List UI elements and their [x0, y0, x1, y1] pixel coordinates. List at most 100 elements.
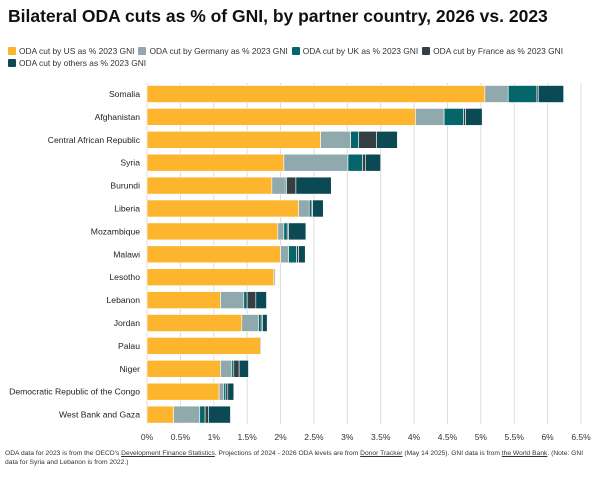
bar-segment: [260, 337, 262, 355]
category-label: Lebanon: [107, 295, 141, 305]
footnote-text: ODA data for 2023 is from the OECD's: [5, 450, 122, 457]
x-tick-label: 1.5%: [237, 432, 257, 442]
bar-segment: [262, 314, 268, 332]
bar-segment: [277, 222, 285, 241]
bar-segment: [274, 268, 277, 287]
bar-segment: [146, 337, 261, 355]
bar-segment: [507, 85, 538, 103]
legend-swatch: [8, 47, 16, 55]
legend-item: ODA cut by Germany as % 2023 GNI: [138, 45, 288, 57]
bar-segment: [308, 199, 313, 218]
bar-segment: [146, 291, 221, 309]
footnote-text: (May 14 2025). GNI data is from: [402, 450, 502, 457]
legend-swatch: [291, 47, 300, 55]
bar-segment: [362, 153, 366, 172]
bar-segment: [233, 359, 240, 378]
bar-segment: [283, 222, 288, 241]
bar-segment: [223, 382, 227, 401]
bar-segment: [312, 199, 324, 218]
x-tick-label: 3.5%: [371, 432, 391, 442]
bar-segment: [537, 85, 564, 103]
bar-segment: [227, 382, 235, 401]
x-tick-label: 2%: [274, 432, 287, 442]
bar-segment: [271, 176, 286, 195]
bar-segment: [443, 108, 464, 126]
bar-segment: [415, 108, 445, 126]
bar-segment: [146, 382, 220, 401]
bar-segment: [258, 314, 262, 332]
x-tick-label: 4%: [408, 432, 421, 442]
bar-segment: [146, 359, 221, 378]
x-tick-label: 6%: [541, 432, 554, 442]
category-label: Syria: [120, 158, 140, 168]
bar-segment: [241, 314, 259, 332]
bar-segment: [146, 153, 285, 172]
bar-segment: [220, 359, 233, 378]
bar-segment: [146, 245, 281, 264]
bar-segment: [255, 291, 267, 309]
category-label: Burundi: [110, 181, 140, 191]
bar-segment: [350, 131, 359, 149]
bar-segment: [146, 222, 279, 241]
category-label: Somalia: [109, 89, 140, 99]
bar-segment: [146, 108, 416, 126]
bar-segment: [218, 382, 225, 401]
bar-segment: [463, 108, 466, 126]
x-tick-label: 2.5%: [304, 432, 324, 442]
world-bank-link[interactable]: the World Bank: [501, 450, 548, 457]
bar-segment: [220, 291, 245, 309]
chart-title: Bilateral ODA cuts as % of GNI, by partn…: [8, 6, 548, 26]
bar-segment: [298, 245, 306, 264]
legend-item: ODA cut by France as % 2023 GNI: [422, 45, 563, 57]
bar-segment: [465, 108, 483, 126]
legend-swatch: [422, 47, 431, 55]
category-label: West Bank and Gaza: [59, 410, 140, 420]
bar-segment: [484, 85, 509, 103]
legend-label: ODA cut by US as % 2023 GNI: [19, 46, 135, 56]
bar-segment: [208, 405, 231, 424]
bar-segment: [298, 199, 310, 218]
category-label: Mozambique: [91, 226, 140, 236]
bar-segment: [199, 405, 206, 424]
legend-swatch: [138, 47, 147, 55]
x-tick-label: 6.5%: [571, 432, 591, 442]
bar-segment: [231, 359, 235, 378]
category-label: Niger: [119, 364, 140, 374]
bar-segment: [146, 131, 321, 149]
bar-segment: [173, 405, 201, 424]
bar-segment: [286, 176, 297, 195]
category-label: Jordan: [114, 318, 140, 328]
x-tick-label: 4.5%: [438, 432, 458, 442]
bar-segment: [296, 245, 299, 264]
bar-segment: [146, 199, 299, 218]
bar-segment: [288, 245, 297, 264]
bar-segment: [365, 153, 381, 172]
bar-segment: [347, 153, 363, 172]
legend-item: ODA cut by US as % 2023 GNI: [8, 45, 134, 57]
footnote-text: . (Note: GNI data for Syria and Lebanon …: [5, 450, 584, 466]
bar-segment: [358, 131, 377, 149]
bar-segment: [146, 405, 175, 424]
bar-segment: [204, 405, 209, 424]
category-label: Liberia: [114, 204, 140, 214]
x-tick-label: 5.5%: [505, 432, 525, 442]
bar-segment: [280, 245, 289, 264]
x-tick-label: 1%: [208, 432, 221, 442]
x-tick-label: 3%: [341, 432, 354, 442]
bar-segment: [246, 291, 257, 309]
chart-legend: ODA cut by US as % 2023 GNI ODA cut by Ge…: [8, 45, 593, 69]
bar-segment: [283, 153, 349, 172]
legend-label: ODA cut by France as % 2023 GNI: [433, 46, 564, 56]
development-finance-statistics-link[interactable]: Development Finance Statistics: [121, 450, 215, 457]
legend-item: ODA cut by UK as % 2023 GNI: [291, 45, 419, 57]
legend-label: ODA cut by UK as % 2023 GNI: [302, 46, 419, 56]
legend-label: ODA cut by others as % 2023 GNI: [19, 58, 147, 68]
footnote: ODA data for 2023 is from the OECD's Dev…: [5, 449, 597, 467]
category-label: Lesotho: [109, 272, 140, 282]
bar-segment: [146, 314, 243, 332]
legend-label: ODA cut by Germany as % 2023 GNI: [149, 46, 288, 56]
donor-tracker-link[interactable]: Donor Tracker: [360, 450, 403, 457]
category-label: Afghanistan: [95, 112, 141, 122]
bar-segment: [238, 359, 249, 378]
